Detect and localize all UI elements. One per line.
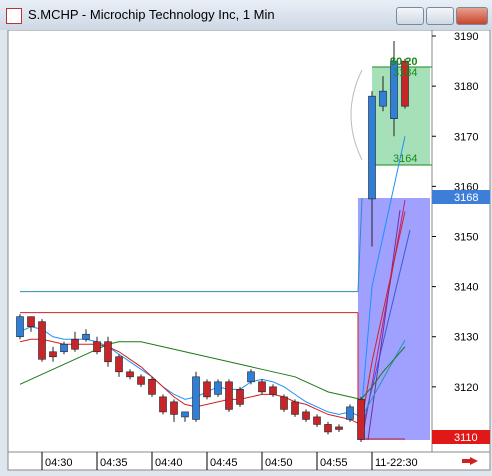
candle-body — [313, 416, 321, 425]
candle-body — [49, 351, 57, 358]
candle-body — [82, 333, 90, 340]
candle-body — [357, 399, 365, 440]
candle-body — [192, 376, 200, 420]
candle-body — [60, 343, 68, 353]
app-icon — [6, 8, 22, 24]
projection-line — [359, 339, 406, 421]
candle-body — [148, 379, 156, 395]
candle-body — [93, 341, 101, 353]
x-tick-label: 04:35 — [100, 457, 128, 469]
low-price-tag — [432, 430, 490, 444]
y-tick-label: 3180 — [454, 81, 478, 93]
candle-body — [258, 381, 266, 393]
candle-body — [390, 60, 398, 120]
projection-line — [367, 209, 401, 441]
projection-line — [361, 229, 411, 431]
y-tick-label: 3130 — [454, 332, 478, 344]
candle-body — [346, 406, 354, 420]
y-tick-label: 3120 — [454, 382, 478, 394]
selection-arc — [350, 69, 363, 161]
last-price-label: 3168 — [454, 192, 478, 204]
candle-body — [126, 371, 134, 378]
scroll-arrow[interactable] — [470, 457, 478, 465]
x-tick-label: 04:55 — [320, 457, 348, 469]
candle-body — [115, 356, 123, 373]
candle-body — [159, 396, 167, 413]
x-tick-label: 04:45 — [210, 457, 238, 469]
scroll-arrow-tail — [462, 459, 471, 463]
last-price-tag — [432, 190, 490, 204]
chart: 31103120313031403150316031703180319004:3… — [7, 30, 491, 471]
profit-label: $0.20 — [390, 56, 418, 68]
candle-body — [104, 341, 112, 363]
candle-body — [16, 316, 24, 338]
x-tick-label: 04:40 — [155, 457, 183, 469]
x-tick-label: 11-22:30 — [375, 457, 418, 469]
candle-body — [335, 426, 343, 430]
close-button[interactable] — [456, 7, 488, 25]
moving-average — [19, 341, 406, 400]
level-rise — [357, 197, 363, 292]
x-axis-area — [7, 451, 491, 471]
candle-body — [170, 401, 178, 415]
candle-body — [71, 338, 79, 350]
y-tick-label: 3150 — [454, 231, 478, 243]
candle-body — [401, 60, 409, 107]
profit-box — [372, 67, 430, 165]
candle-body — [324, 424, 332, 433]
candle-body — [27, 316, 35, 328]
maximize-button[interactable] — [426, 7, 454, 25]
candle-body — [181, 411, 189, 418]
risk-box — [358, 198, 430, 440]
x-tick-label: 04:50 — [265, 457, 293, 469]
candle-body — [302, 411, 310, 420]
minimize-button[interactable] — [396, 7, 424, 25]
candle-body — [236, 389, 244, 405]
candle-body — [203, 381, 211, 398]
y-tick-label: 3170 — [454, 131, 478, 143]
x-tick-label: 04:30 — [45, 457, 73, 469]
title-bar: S.MCHP - Microchip Technology Inc, 1 Min — [0, 0, 492, 30]
moving-average — [19, 211, 406, 426]
candle-body — [269, 386, 277, 395]
candle-body — [38, 321, 46, 360]
box-top-label: 3184 — [393, 67, 417, 79]
low-price-label: 3110 — [454, 432, 478, 444]
y-tick-label: 3190 — [454, 31, 478, 43]
y-tick-label: 3140 — [454, 282, 478, 294]
box-bottom-label: 3164 — [393, 153, 417, 165]
candle-body — [379, 90, 387, 107]
candle-body — [247, 371, 255, 383]
candle-body — [225, 381, 233, 410]
candle-body — [137, 376, 145, 385]
window-title: S.MCHP - Microchip Technology Inc, 1 Min — [28, 7, 275, 22]
candle-body — [280, 396, 288, 410]
candle-body — [291, 401, 299, 415]
candle-body — [214, 381, 222, 395]
y-axis-area — [431, 30, 491, 453]
candle-body — [368, 95, 376, 200]
